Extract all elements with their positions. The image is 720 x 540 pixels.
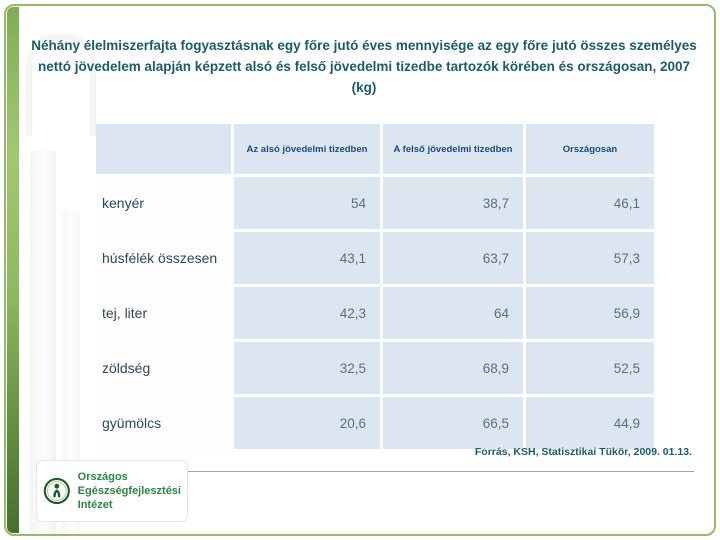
table-header-row: Az alsó jövedelmi tizedben A felső jöved… <box>96 124 654 174</box>
cell-value: 68,9 <box>383 342 523 394</box>
row-label: kenyér <box>96 177 231 229</box>
data-table: Az alsó jövedelmi tizedben A felső jöved… <box>93 121 657 452</box>
slide-title: Néhány élelmiszerfajta fogyasztásnak egy… <box>31 38 697 95</box>
row-label: gyümölcs <box>96 397 231 449</box>
table-row: gyümölcs 20,6 66,5 44,9 <box>96 397 654 449</box>
cell-value: 64 <box>383 287 523 339</box>
source-citation: Forrás, KSH, Statisztikai Tükör, 2009. 0… <box>474 446 692 458</box>
cell-value: 57,3 <box>526 232 654 284</box>
column-header-low-decile: Az alsó jövedelmi tizedben <box>234 124 380 174</box>
arch-watermark <box>26 34 96 136</box>
org-name-line: Intézet <box>77 499 113 512</box>
row-label: tej, liter <box>96 287 231 339</box>
column-header-national: Országosan <box>526 124 654 174</box>
cell-value: 56,9 <box>526 287 654 339</box>
row-label: húsfélék összesen <box>96 232 231 284</box>
cell-value: 43,1 <box>234 232 380 284</box>
cell-value: 52,5 <box>526 342 654 394</box>
org-name-line: Országos <box>77 470 128 483</box>
table-row: kenyér 54 38,7 46,1 <box>96 177 654 229</box>
cell-value: 54 <box>234 177 380 229</box>
column-watermark <box>62 210 80 536</box>
cell-value: 44,9 <box>526 397 654 449</box>
cell-value: 32,5 <box>234 342 380 394</box>
cell-value: 66,5 <box>383 397 523 449</box>
cell-value: 20,6 <box>234 397 380 449</box>
column-header-high-decile: A felső jövedelmi tizedben <box>383 124 523 174</box>
org-logo: Országos Egészségfejlesztési Intézet <box>36 460 188 522</box>
cell-value: 46,1 <box>526 177 654 229</box>
table-row: tej, liter 42,3 64 56,9 <box>96 287 654 339</box>
org-logo-icon <box>43 477 70 505</box>
table-corner-cell <box>96 124 231 174</box>
cell-value: 38,7 <box>383 177 523 229</box>
green-accent-bar <box>7 7 19 533</box>
table-row: zöldség 32,5 68,9 52,5 <box>96 342 654 394</box>
footer-divider <box>100 471 694 472</box>
cell-value: 42,3 <box>234 287 380 339</box>
row-label: zöldség <box>96 342 231 394</box>
cell-value: 63,7 <box>383 232 523 284</box>
org-name-line: Egészségfejlesztési <box>77 484 181 497</box>
table-row: húsfélék összesen 43,1 63,7 57,3 <box>96 232 654 284</box>
org-logo-text: Országos Egészségfejlesztési Intézet <box>78 470 181 513</box>
